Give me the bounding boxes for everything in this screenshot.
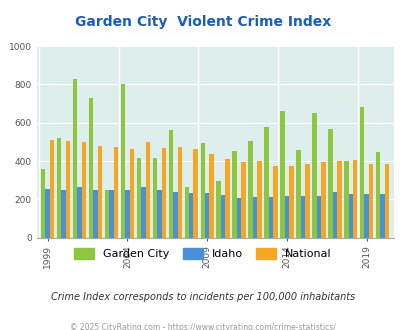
Bar [113, 147, 118, 238]
Bar [364, 194, 368, 238]
Bar [193, 148, 198, 238]
Bar [347, 194, 352, 238]
Bar [57, 138, 61, 238]
Bar [89, 98, 93, 238]
Bar [236, 198, 241, 238]
Bar [359, 108, 364, 238]
Bar [205, 193, 209, 238]
Bar [296, 149, 300, 238]
Bar [45, 189, 50, 238]
Bar [168, 130, 173, 238]
Bar [73, 79, 77, 238]
Bar [129, 148, 134, 238]
Bar [189, 193, 193, 238]
Bar [120, 84, 125, 238]
Bar [252, 197, 257, 238]
Bar [279, 111, 284, 238]
Bar [161, 148, 166, 238]
Bar [66, 141, 70, 238]
Bar [104, 190, 109, 238]
Bar [336, 161, 341, 238]
Bar [273, 166, 277, 238]
Text: © 2025 CityRating.com - https://www.cityrating.com/crime-statistics/: © 2025 CityRating.com - https://www.city… [70, 323, 335, 330]
Bar [384, 164, 388, 238]
Bar [41, 169, 45, 238]
Bar [305, 164, 309, 238]
Bar [93, 190, 98, 238]
Legend: Garden City, Idaho, National: Garden City, Idaho, National [70, 244, 335, 263]
Bar [109, 190, 113, 238]
Bar [136, 158, 141, 238]
Bar [352, 160, 356, 238]
Bar [82, 142, 86, 238]
Bar [200, 143, 205, 238]
Bar [225, 159, 229, 238]
Bar [216, 181, 220, 238]
Bar [177, 147, 181, 238]
Text: Garden City  Violent Crime Index: Garden City Violent Crime Index [75, 15, 330, 29]
Bar [145, 142, 150, 238]
Bar [220, 194, 225, 238]
Bar [125, 190, 129, 238]
Bar [61, 190, 66, 238]
Bar [300, 196, 305, 238]
Bar [141, 187, 145, 238]
Bar [50, 140, 54, 238]
Bar [288, 166, 293, 238]
Bar [375, 152, 379, 238]
Bar [157, 190, 161, 238]
Bar [232, 151, 236, 238]
Bar [343, 161, 347, 238]
Bar [332, 192, 336, 238]
Bar [327, 128, 332, 238]
Bar [311, 113, 316, 238]
Bar [257, 161, 261, 238]
Bar [152, 158, 157, 238]
Text: Crime Index corresponds to incidents per 100,000 inhabitants: Crime Index corresponds to incidents per… [51, 292, 354, 302]
Bar [268, 197, 273, 238]
Bar [184, 187, 189, 238]
Bar [379, 194, 384, 238]
Bar [284, 196, 288, 238]
Bar [368, 164, 373, 238]
Bar [98, 146, 102, 238]
Bar [77, 187, 82, 238]
Bar [209, 154, 213, 238]
Bar [241, 162, 245, 238]
Bar [173, 192, 177, 238]
Bar [264, 127, 268, 238]
Bar [316, 196, 320, 238]
Bar [320, 162, 325, 238]
Bar [248, 141, 252, 238]
